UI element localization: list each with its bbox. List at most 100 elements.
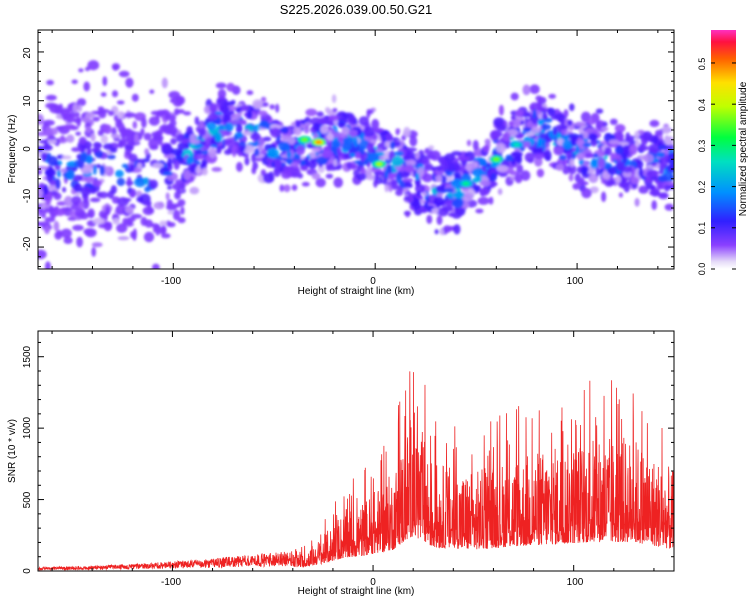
heatmap-cell: [155, 224, 161, 231]
heatmap-cell: [366, 109, 371, 119]
heatmap-cell: [604, 146, 612, 156]
colorbar-ticks: [711, 62, 736, 270]
heatmap-cell: [529, 84, 540, 94]
heatmap-cell: [246, 90, 254, 96]
heatmap-cell: [466, 139, 472, 147]
heatmap-cell: [522, 127, 532, 132]
heatmap-cell: [38, 113, 44, 121]
heatmap-cell: [76, 98, 87, 107]
heatmap-cell: [415, 172, 420, 181]
spectrogram-x-tick-label: 0: [370, 276, 376, 287]
heatmap-cell: [555, 124, 568, 130]
heatmap-cell: [45, 102, 57, 109]
heatmap-cell: [422, 158, 430, 165]
heatmap-cell: [239, 104, 249, 112]
heatmap-cell: [161, 77, 168, 89]
heatmap-cell: [448, 212, 456, 217]
heatmap-cell: [78, 201, 84, 210]
heatmap-cell: [167, 157, 173, 168]
heatmap-cell: [404, 181, 413, 188]
heatmap-cell: [38, 169, 43, 175]
snr-x-tick-label: 0: [370, 577, 376, 588]
heatmap-cell: [47, 155, 58, 167]
spectrogram-x-tick-labels: -100 0 100: [161, 276, 584, 287]
heatmap-cell: [587, 119, 596, 125]
heatmap-cell: [189, 186, 200, 195]
heatmap-cell: [444, 153, 456, 162]
heatmap-cell: [118, 70, 130, 78]
heatmap-cell: [46, 79, 54, 86]
heatmap-cell: [142, 200, 152, 206]
spectrogram-x-tick-label: -100: [161, 276, 181, 287]
heatmap-cell: [198, 128, 206, 136]
heatmap-cell: [364, 157, 369, 166]
snr-y-tick-label: 1500: [22, 345, 33, 368]
snr-frame: [37, 330, 675, 572]
heatmap-cell: [580, 165, 588, 176]
heatmap-cell: [434, 229, 439, 235]
colorbar-gradient: [711, 30, 736, 269]
heatmap-cell: [443, 225, 452, 233]
heatmap-cell: [358, 116, 370, 126]
heatmap-cell: [453, 172, 461, 178]
heatmap-cell: [312, 122, 321, 132]
heatmap-cell: [642, 131, 653, 142]
heatmap-cell: [371, 118, 380, 130]
heatmap-cell: [461, 187, 469, 193]
heatmap-cell: [190, 164, 198, 172]
heatmap-cell: [542, 112, 548, 120]
heatmap-cell: [568, 173, 574, 182]
heatmap-cell: [111, 90, 119, 98]
heatmap-cell: [587, 133, 598, 141]
heatmap-cell: [71, 79, 78, 85]
heatmap-cell: [87, 208, 95, 219]
heatmap-cell: [257, 110, 268, 116]
heatmap-cell: [496, 165, 509, 173]
heatmap-cell: [142, 206, 155, 216]
heatmap-cell: [171, 183, 183, 191]
heatmap-cell: [540, 129, 545, 134]
heatmap-cell: [194, 149, 204, 155]
heatmap-cell: [267, 148, 279, 159]
heatmap-cell: [116, 100, 125, 105]
heatmap-cell: [102, 124, 112, 135]
heatmap-cell: [207, 113, 219, 121]
heatmap-cell: [580, 111, 591, 123]
snr-y-tick-label: 0: [22, 568, 33, 574]
heatmap-cell: [295, 121, 301, 128]
heatmap-cell: [659, 161, 665, 173]
heatmap-cell: [136, 196, 144, 203]
heatmap-cell: [250, 132, 261, 141]
heatmap-cell: [260, 113, 272, 122]
heatmap-cell: [576, 139, 585, 146]
heatmap-hotspot: [463, 181, 469, 186]
heatmap-cell: [495, 142, 507, 154]
heatmap-cell: [161, 233, 171, 239]
heatmap-cell: [98, 110, 107, 119]
heatmap-cell: [308, 160, 317, 170]
heatmap-cell: [84, 176, 96, 183]
spectrogram-x-tick-label: 100: [567, 276, 584, 287]
heatmap-cell: [97, 191, 109, 199]
heatmap-cell: [260, 96, 267, 102]
heatmap-cell: [562, 139, 573, 150]
heatmap-cell: [44, 261, 51, 269]
heatmap-cell: [100, 134, 108, 144]
heatmap-cell: [635, 159, 644, 169]
heatmap-cell: [543, 149, 552, 161]
heatmap-cell: [148, 116, 160, 126]
heatmap-cell: [552, 129, 558, 136]
spectrogram-y-tick-label: -10: [22, 188, 33, 203]
heatmap-cell: [360, 167, 367, 175]
heatmap-cell: [128, 153, 138, 162]
colorbar-tick-label: 0.1: [697, 222, 707, 235]
heatmap-cell: [235, 123, 243, 134]
heatmap-cell: [131, 93, 139, 102]
heatmap-cell: [215, 82, 227, 89]
heatmap-cell: [274, 158, 282, 169]
heatmap-cell: [387, 173, 396, 180]
heatmap-cell: [143, 177, 149, 185]
heatmap-cell: [538, 106, 547, 112]
heatmap-cell: [251, 166, 257, 175]
heatmap-cell: [180, 206, 185, 215]
